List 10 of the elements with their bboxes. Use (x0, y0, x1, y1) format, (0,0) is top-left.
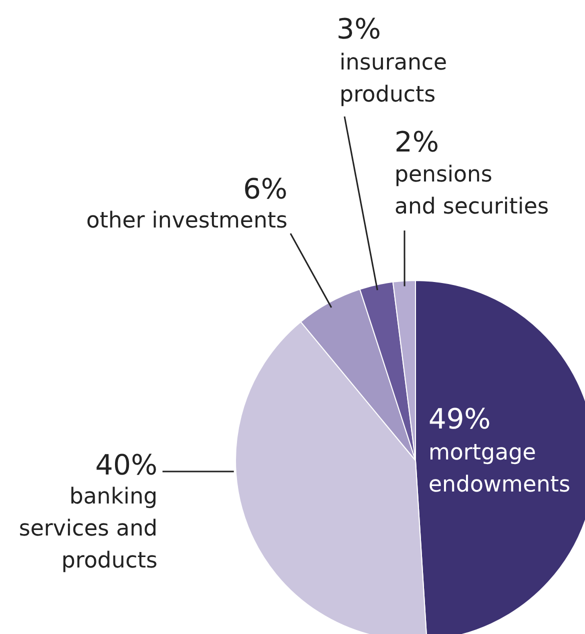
data-label: 2% (394, 126, 439, 158)
slice-label: insurance products (340, 50, 448, 108)
slice-label: pensions and securities (394, 162, 549, 220)
slice-label: other investments (86, 208, 288, 234)
data-label: 49% (428, 402, 491, 436)
slice-label: banking services and products (18, 484, 158, 574)
slice-label: mortgage endowments (428, 440, 570, 498)
data-label: 40% (95, 448, 158, 482)
data-label: 6% (243, 172, 288, 206)
data-label: 3% (336, 12, 381, 46)
